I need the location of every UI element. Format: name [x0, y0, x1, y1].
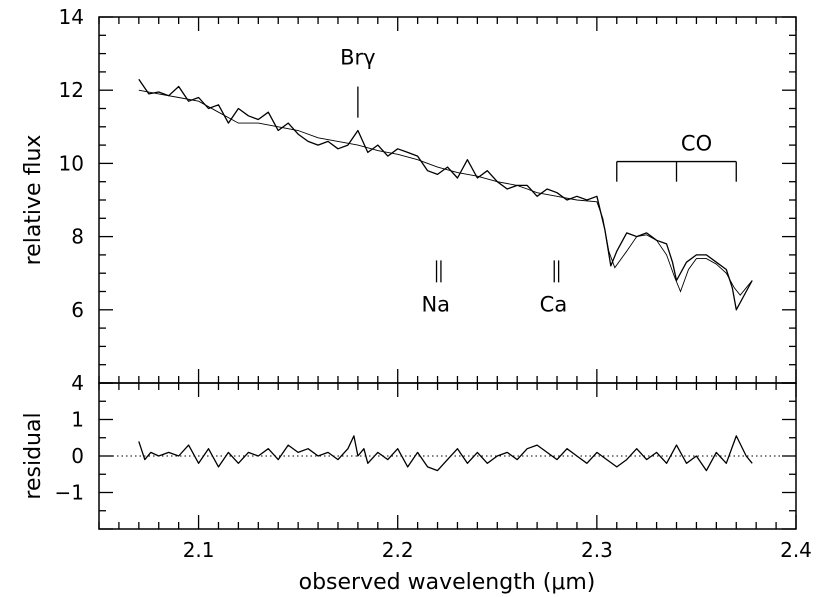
- flux-axis-label: relative flux: [21, 135, 46, 266]
- x-tick-label: 2.4: [780, 538, 812, 562]
- residual-line: [138, 435, 753, 472]
- flux-tick-label: 10: [59, 151, 84, 175]
- na-label: Na: [421, 293, 450, 317]
- x-tick-labels: 2.1 2.2 2.3 2.4: [183, 538, 812, 562]
- x-tick-label: 2.2: [382, 538, 414, 562]
- model-fit-line: [138, 89, 753, 296]
- line-annotations: Brγ Na Ca CO: [340, 46, 737, 317]
- flux-tick-label: 8: [71, 225, 84, 249]
- observed-spectrum-line: [138, 78, 753, 311]
- x-axis-label: observed wavelength (μm): [299, 570, 596, 595]
- residual-tick-label: −1: [55, 481, 84, 505]
- x-tick-label: 2.1: [183, 538, 215, 562]
- x-tick-label: 2.3: [581, 538, 613, 562]
- residual-tick-label: 0: [71, 444, 84, 468]
- flux-tick-label: 12: [59, 78, 84, 102]
- flux-panel: 4 6 8 10 12 14 Brγ Na Ca CO relative flux: [21, 5, 797, 395]
- brgamma-label: Brγ: [340, 46, 375, 70]
- flux-tick-label: 14: [59, 5, 84, 29]
- flux-tick-label: 6: [71, 298, 84, 322]
- residual-panel-ticks: [98, 382, 797, 530]
- ca-label: Ca: [540, 293, 568, 317]
- residual-panel: −1 0 1 residual: [21, 382, 797, 530]
- residual-axis-label: residual: [21, 412, 46, 499]
- flux-y-tick-labels: 4 6 8 10 12 14: [59, 5, 84, 395]
- flux-panel-ticks: [98, 16, 797, 384]
- flux-panel-frame: [98, 16, 797, 384]
- residual-tick-label: 1: [71, 408, 84, 432]
- flux-tick-label: 4: [71, 371, 84, 395]
- residual-y-tick-labels: −1 0 1: [55, 408, 84, 505]
- co-label: CO: [681, 132, 712, 156]
